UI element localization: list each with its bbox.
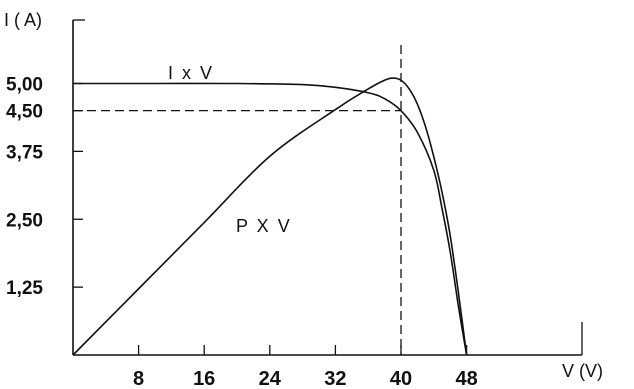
y-axis-label: I ( A) [4, 10, 42, 30]
series-label-pxv: P X V [236, 216, 292, 236]
reference-lines [73, 45, 402, 355]
x-tick-label-2: 24 [259, 368, 282, 389]
x-tick-label-5: 48 [455, 368, 477, 389]
x-ticks: 8 16 24 32 40 48 [133, 345, 478, 389]
x-tick-label-1: 16 [193, 368, 215, 389]
series-label-ixv: I x V [168, 63, 214, 83]
y-tick-label-0: 1,25 [6, 278, 43, 299]
series-line-ixv [73, 82, 468, 356]
series-curves [72, 77, 468, 356]
x-tick-label-3: 32 [324, 368, 346, 389]
y-tick-label-3: 4,50 [6, 102, 43, 123]
x-axis-label: V (V) [562, 361, 603, 381]
series-line-pxv [72, 77, 468, 356]
x-tick-label-4: 40 [390, 368, 412, 389]
y-tick-label-1: 2,50 [6, 210, 43, 231]
y-ticks: 1,25 2,50 3,75 4,50 5,00 [6, 75, 83, 299]
x-tick-label-0: 8 [133, 368, 144, 389]
y-tick-label-4: 5,00 [6, 75, 43, 96]
y-tick-label-2: 3,75 [6, 142, 43, 163]
